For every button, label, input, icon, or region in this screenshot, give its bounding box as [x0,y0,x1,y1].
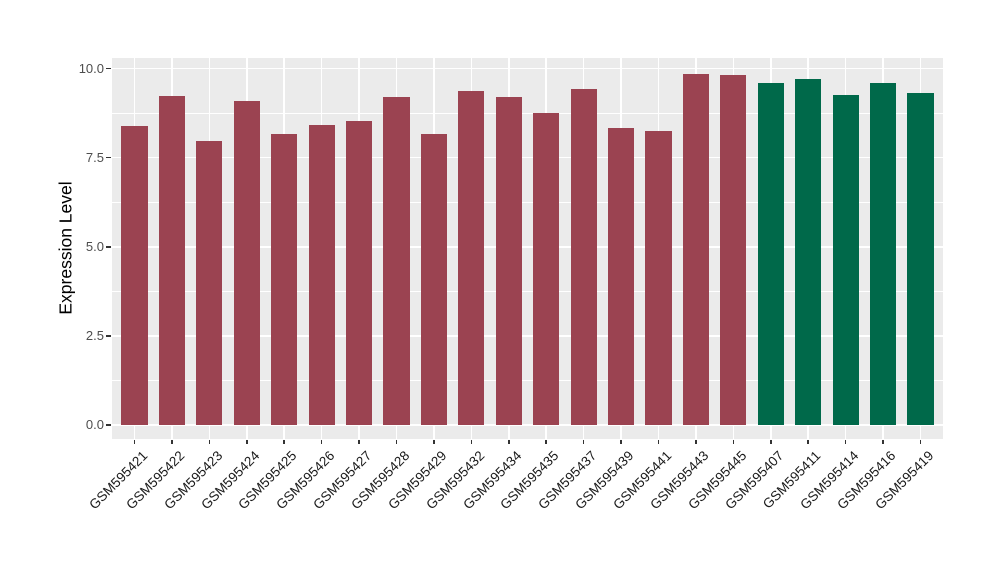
bar-GSM595427 [345,120,373,425]
y-tick-label: 5.0 [85,238,104,254]
x-tick-mark [433,440,435,444]
x-tick-mark [171,440,173,444]
h-gridline-major [112,424,943,426]
y-tick-mark [106,424,111,426]
x-tick-mark [507,440,510,444]
bar-GSM595407 [757,83,784,425]
bar-GSM595414 [832,94,859,425]
h-gridline-major [112,156,943,159]
x-tick-mark [358,440,360,444]
x-tick-mark [695,440,697,444]
x-tick-mark [470,440,473,444]
x-tick-mark [582,440,585,444]
y-tick-mark [106,67,111,70]
y-tick-label: 7.5 [85,149,104,165]
bar-GSM595419 [907,92,934,425]
x-tick-mark [620,440,622,444]
h-gridline-minor [112,201,943,203]
bar-GSM595426 [308,124,335,425]
h-gridline-minor [112,380,943,381]
bar-GSM595425 [271,134,298,425]
x-tick-mark [844,440,847,444]
bar-GSM595443 [682,73,710,425]
x-tick-mark [133,440,136,444]
x-tick-mark [320,440,323,444]
bar-GSM595421 [121,125,148,425]
x-tick-mark [882,440,884,444]
x-tick-mark [770,440,772,444]
x-tick-mark [657,440,660,444]
y-tick-mark [106,156,111,159]
bar-GSM595441 [645,130,672,425]
bar-GSM595428 [383,96,410,425]
plot-panel [112,58,943,439]
y-tick-label: 2.5 [85,327,104,343]
x-tick-mark [395,440,398,444]
bar-GSM595432 [458,90,485,425]
h-gridline-major [112,67,943,70]
bar-GSM595437 [570,89,597,425]
bar-GSM595435 [533,112,560,425]
bar-GSM595429 [420,134,447,425]
bar-GSM595434 [495,96,522,425]
y-tick-label: 0.0 [85,417,104,432]
x-tick-mark [545,440,547,444]
y-tick-label: 10.0 [78,60,104,76]
bar-GSM595423 [196,140,223,425]
x-tick-mark [283,440,285,444]
h-gridline-major [112,335,943,337]
y-tick-mark [106,335,111,337]
bar-GSM595439 [607,127,635,425]
bar-GSM595416 [870,83,897,425]
h-gridline-minor [112,290,943,292]
y-tick-mark [106,245,111,248]
bar-GSM595411 [795,79,822,425]
x-tick-mark [919,440,922,444]
x-tick-mark [732,440,735,444]
bar-GSM595424 [233,100,260,425]
h-gridline-major [112,245,943,248]
bar-GSM595422 [158,95,185,425]
bar-GSM595445 [720,74,747,425]
x-tick-mark [807,440,810,444]
x-tick-mark [208,440,211,444]
h-gridline-minor [112,112,943,114]
x-tick-mark [245,440,248,444]
